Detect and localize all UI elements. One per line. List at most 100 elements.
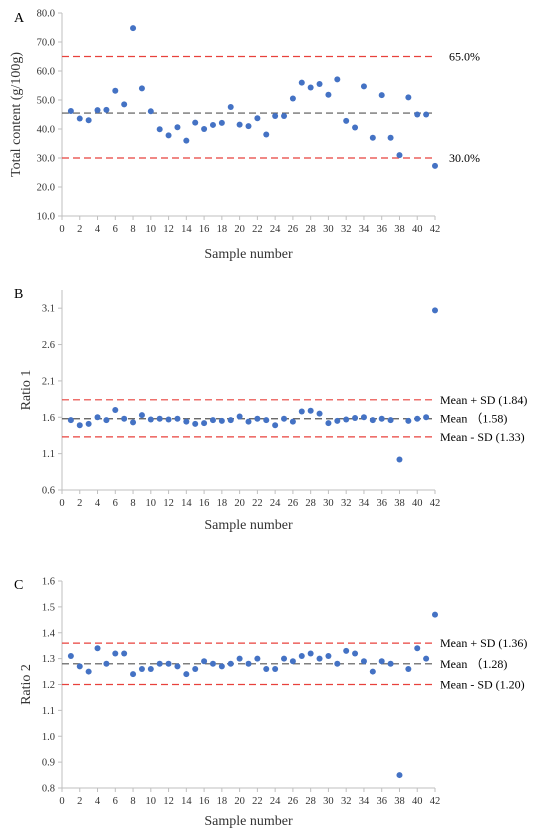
data-point (76, 115, 83, 122)
x-tick-label: 4 (95, 796, 101, 807)
data-point (343, 117, 350, 124)
data-point (156, 660, 163, 667)
y-axis-title: Total content (g/100g) (9, 52, 24, 177)
data-point (201, 658, 208, 665)
data-point (121, 415, 128, 422)
panel-letter: C (14, 578, 23, 593)
data-point (396, 772, 403, 779)
data-point (192, 119, 199, 126)
data-point (352, 415, 359, 421)
data-point (272, 665, 279, 672)
data-point (67, 108, 74, 115)
data-point (67, 653, 74, 660)
data-point (112, 407, 119, 413)
x-tick-label: 40 (412, 796, 423, 807)
data-point (94, 645, 101, 652)
data-point (254, 115, 261, 122)
y-tick-label: 1.3 (42, 654, 55, 665)
x-tick-label: 16 (199, 796, 210, 807)
x-tick-label: 0 (59, 498, 64, 509)
x-tick-label: 10 (146, 498, 157, 509)
data-point (360, 414, 367, 421)
chart-panel-b: B0.61.11.62.12.63.10 2 4 6 8 10 12 14 16 18 20 22 24… (14, 287, 527, 533)
data-point (307, 84, 314, 91)
y-tick-label: 1.6 (42, 577, 55, 588)
data-point (387, 417, 394, 424)
data-point (325, 420, 332, 427)
y-axis-title: Ratio 2 (19, 664, 34, 705)
x-tick-label: 30 (323, 796, 334, 807)
x-tick-label: 16 (199, 224, 210, 235)
data-point (432, 307, 438, 314)
data-point (352, 124, 359, 131)
data-point (103, 417, 110, 424)
data-point (85, 668, 92, 675)
data-point (227, 660, 234, 667)
data-point (227, 417, 234, 424)
data-point (405, 665, 412, 672)
data-point (103, 660, 110, 667)
data-point (281, 112, 288, 119)
ref-line-label: 65.0% (449, 50, 480, 64)
data-point (236, 121, 243, 128)
data-point (227, 103, 234, 110)
data-point (316, 655, 323, 662)
data-point (263, 417, 270, 424)
ref-line-label: Mean （1.28) (440, 657, 507, 671)
data-point (121, 650, 128, 657)
x-tick-label: 26 (288, 224, 299, 235)
x-tick-label: 4 (95, 224, 101, 235)
data-point (245, 123, 252, 130)
data-point (218, 417, 225, 424)
ref-line-label: 30.0% (449, 151, 480, 165)
y-tick-label: 2.1 (42, 376, 55, 387)
data-point (165, 660, 172, 667)
panel-letter: A (14, 11, 25, 26)
x-tick-label: 8 (130, 796, 135, 807)
data-point (369, 134, 376, 141)
x-tick-label: 42 (430, 498, 441, 509)
x-tick-label: 42 (430, 796, 441, 807)
x-tick-label: 34 (359, 796, 370, 807)
y-tick-label: 80.0 (37, 9, 55, 20)
data-point (183, 137, 190, 144)
chart-panel-a: A10.020.030.040.050.060.070.080.00 2 4 6 8 10… (9, 9, 480, 263)
data-point (334, 660, 341, 667)
data-point (201, 126, 208, 132)
data-point (414, 645, 421, 652)
x-axis-title: Sample number (204, 814, 293, 829)
x-tick-label: 14 (181, 224, 192, 235)
data-point (245, 418, 252, 425)
data-point (360, 83, 367, 90)
y-tick-label: 10.0 (37, 212, 55, 223)
data-point (245, 660, 252, 667)
data-point (387, 660, 394, 667)
x-tick-label: 20 (234, 498, 245, 509)
data-point (396, 456, 403, 463)
data-point (405, 94, 412, 101)
data-point (272, 422, 279, 429)
data-point (174, 415, 181, 422)
data-point (423, 414, 430, 421)
x-tick-label: 24 (270, 796, 281, 807)
x-tick-label: 24 (270, 224, 281, 235)
x-tick-label: 2 (77, 796, 82, 807)
ref-line-label: Mean （1.58) (440, 412, 507, 426)
x-tick-label: 28 (305, 796, 316, 807)
x-tick-label: 2 (77, 498, 82, 509)
x-tick-label: 12 (163, 796, 174, 807)
data-point (369, 668, 376, 675)
data-point (396, 152, 403, 159)
x-tick-label: 16 (199, 498, 210, 509)
data-point (165, 132, 172, 139)
y-tick-label: 1.0 (42, 732, 55, 743)
x-tick-label: 22 (252, 224, 263, 235)
x-tick-label: 32 (341, 796, 352, 807)
x-tick-label: 26 (288, 498, 299, 509)
data-point (387, 134, 394, 141)
data-point (156, 126, 163, 133)
x-tick-label: 40 (412, 498, 423, 509)
x-tick-label: 28 (305, 224, 316, 235)
chart-panel-c: C0.80.91.01.11.21.31.41.51.60 2 4 6 8 10 12 14 1… (14, 577, 527, 830)
data-point (174, 663, 181, 670)
